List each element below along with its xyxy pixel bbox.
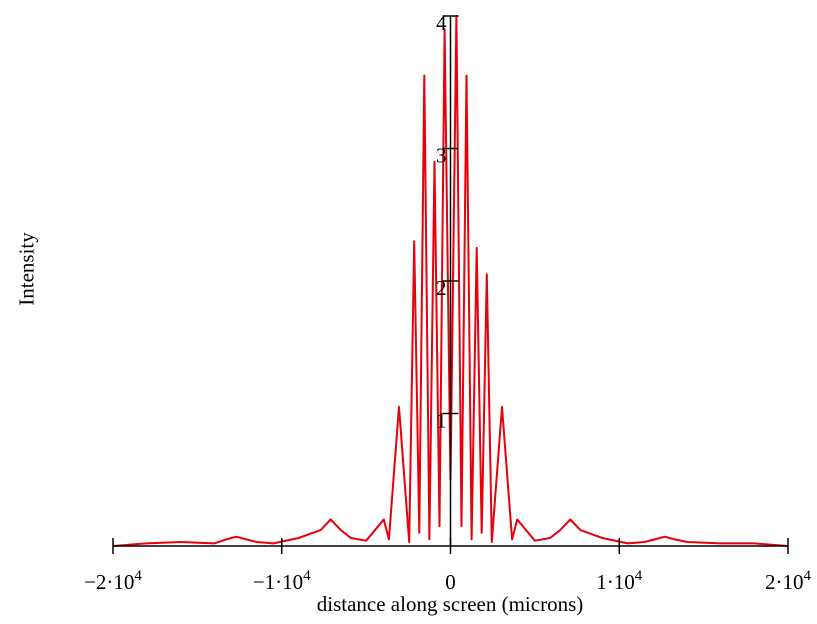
x-tick-label: −2·104 [84,568,142,594]
x-tick-label: 1·104 [596,568,643,594]
y-tick-label: 1 [436,409,447,433]
y-axis-title: Intensity [7,209,47,329]
x-tick-label: 2·104 [765,568,812,594]
y-tick-label: 3 [436,144,447,168]
x-tick-label: 0 [445,570,456,594]
x-axis-label: distance along screen (microns) [316,592,584,616]
y-axis-label: Intensity [14,232,39,306]
y-tick-label: 2 [436,276,447,300]
x-tick-label: −1·104 [253,568,311,594]
y-tick-label: 4 [436,11,447,35]
axes-layer [112,15,789,554]
